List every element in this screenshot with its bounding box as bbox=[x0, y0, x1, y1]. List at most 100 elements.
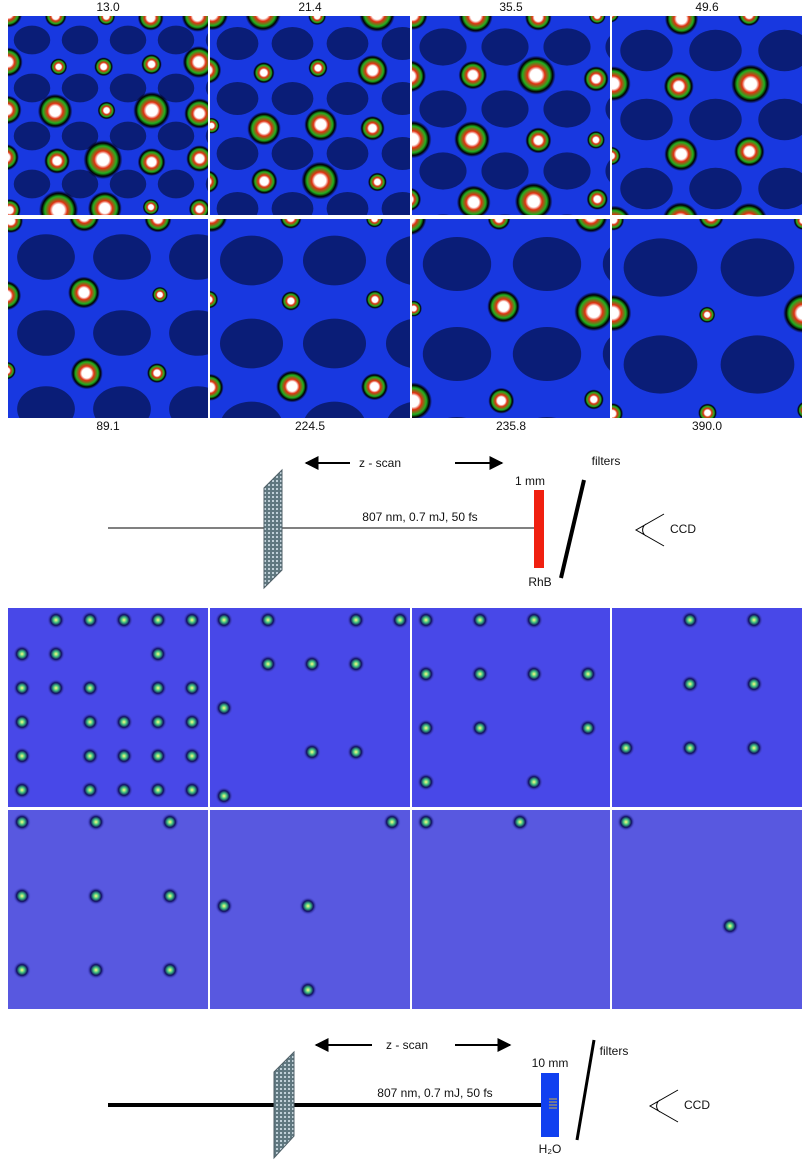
dark-cell bbox=[624, 335, 698, 393]
spot bbox=[525, 611, 543, 629]
spot bbox=[459, 0, 493, 33]
dark-cell bbox=[513, 327, 581, 381]
spot bbox=[745, 675, 763, 693]
spot bbox=[454, 121, 490, 157]
dark-cell bbox=[721, 238, 795, 296]
image-panel bbox=[595, 204, 802, 532]
spot bbox=[87, 813, 105, 831]
spot bbox=[161, 813, 179, 831]
spot bbox=[403, 479, 421, 497]
dark-cell bbox=[93, 234, 151, 280]
spot bbox=[149, 679, 167, 697]
spot bbox=[617, 739, 635, 757]
panel-content bbox=[8, 810, 208, 1009]
spot bbox=[83, 140, 122, 179]
spot bbox=[669, 481, 691, 503]
spot bbox=[115, 611, 133, 629]
spot bbox=[664, 137, 698, 171]
dark-cell bbox=[14, 122, 50, 151]
spot bbox=[304, 108, 337, 141]
spot bbox=[731, 64, 770, 103]
spot bbox=[161, 887, 179, 905]
filter bbox=[561, 480, 584, 578]
dark-cell bbox=[220, 402, 283, 452]
dark-cell bbox=[423, 327, 491, 381]
panel-content bbox=[412, 608, 610, 807]
spot bbox=[189, 199, 210, 220]
dark-cell bbox=[14, 26, 50, 55]
dark-cell bbox=[62, 74, 98, 103]
spot bbox=[215, 787, 233, 805]
spot bbox=[366, 290, 385, 309]
spot bbox=[417, 719, 435, 737]
dark-cell bbox=[158, 170, 194, 199]
spot bbox=[579, 665, 597, 683]
spot bbox=[94, 57, 113, 76]
beam-label: 807 nm, 0.7 mJ, 50 fs bbox=[362, 510, 477, 524]
dark-cell bbox=[272, 82, 314, 115]
spot bbox=[81, 679, 99, 697]
spot bbox=[149, 781, 167, 799]
spot bbox=[183, 781, 201, 799]
spot bbox=[259, 655, 277, 673]
spot bbox=[149, 747, 167, 765]
dark-cell bbox=[689, 30, 741, 71]
image-panel bbox=[210, 608, 410, 807]
detector-label: CCD bbox=[670, 522, 696, 536]
grating bbox=[264, 470, 282, 588]
spot bbox=[149, 645, 167, 663]
panel-bg bbox=[612, 608, 802, 807]
sample-label: RhB bbox=[528, 575, 551, 589]
spot bbox=[681, 675, 699, 693]
z-label: 89.1 bbox=[96, 419, 120, 433]
dark-cell bbox=[110, 26, 146, 55]
dark-cell bbox=[17, 386, 75, 432]
spot bbox=[361, 373, 388, 400]
dark-cell bbox=[620, 168, 672, 209]
dark-cell bbox=[220, 236, 283, 286]
spot bbox=[81, 781, 99, 799]
spot bbox=[281, 291, 300, 310]
dark-cell bbox=[543, 152, 590, 189]
spot bbox=[681, 739, 699, 757]
dark-cell bbox=[423, 237, 491, 291]
dark-cell bbox=[327, 82, 369, 115]
spot bbox=[457, 185, 491, 219]
image-panel bbox=[8, 810, 208, 1009]
dark-cell bbox=[17, 462, 75, 508]
dark-cell bbox=[327, 137, 369, 170]
spot bbox=[417, 611, 435, 629]
cell-label: 10 mm bbox=[532, 1056, 569, 1070]
spot bbox=[147, 363, 167, 383]
dark-cell bbox=[14, 170, 50, 199]
dark-cell bbox=[689, 168, 741, 209]
spot bbox=[47, 679, 65, 697]
spot bbox=[583, 66, 608, 91]
spot bbox=[417, 813, 435, 831]
rhb-images: 13.021.435.549.689.1224.5235.8390.0 bbox=[0, 0, 802, 532]
z-label: 35.5 bbox=[499, 0, 523, 14]
spot bbox=[525, 127, 551, 153]
setup-2: z - scan 807 nm, 0.7 mJ, 50 fs 10 mm fil… bbox=[108, 1038, 710, 1158]
dark-cell bbox=[624, 432, 698, 490]
spot bbox=[745, 611, 763, 629]
spot bbox=[471, 611, 489, 629]
dark-cell bbox=[481, 90, 528, 127]
dark-cell bbox=[93, 310, 151, 356]
spot bbox=[511, 813, 529, 831]
panel-bg bbox=[8, 810, 208, 1009]
spot bbox=[471, 665, 489, 683]
spot bbox=[215, 699, 233, 717]
spot bbox=[183, 611, 201, 629]
spot bbox=[721, 917, 739, 935]
z-label: 390.0 bbox=[692, 419, 722, 433]
filters-label: filters bbox=[600, 1044, 629, 1058]
spot bbox=[71, 357, 103, 389]
spot bbox=[81, 747, 99, 765]
spot bbox=[664, 71, 694, 101]
dark-cell bbox=[513, 237, 581, 291]
spot bbox=[13, 679, 31, 697]
image-panel bbox=[8, 608, 208, 807]
dark-cell bbox=[481, 28, 528, 65]
spot bbox=[0, 429, 25, 459]
